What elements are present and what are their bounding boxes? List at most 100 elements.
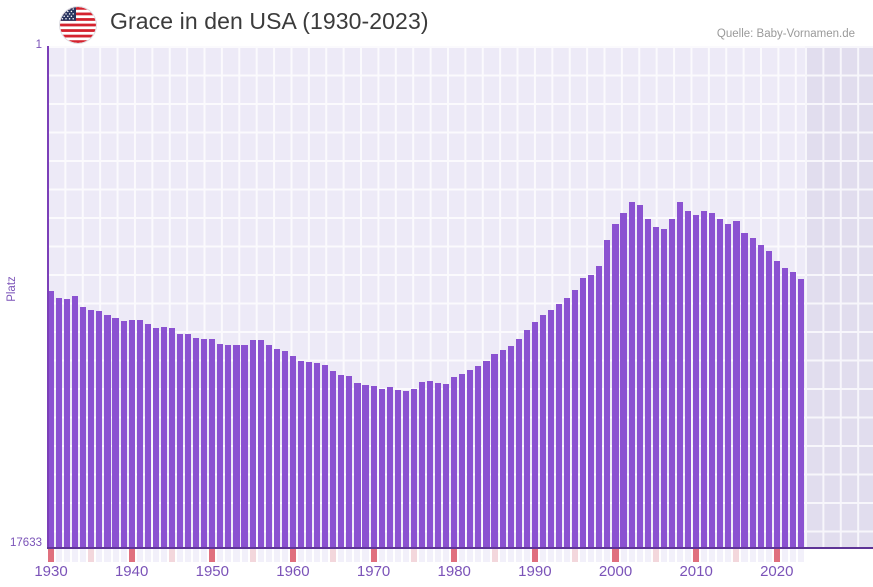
x-tick-swatch-2019: [765, 549, 772, 562]
bar-2022: [789, 272, 796, 548]
x-tick-swatch-2005: [652, 549, 659, 562]
bar-1938: [112, 317, 119, 548]
x-tick-swatch-1951: [217, 549, 224, 562]
bar-1987: [507, 346, 514, 548]
x-tick-label-2010: 2010: [679, 563, 713, 580]
x-tick-swatch-1954: [241, 549, 248, 562]
y-axis-title: Platz: [6, 276, 18, 302]
bar-2012: [709, 213, 716, 548]
bar-2013: [717, 218, 724, 548]
bar-1969: [362, 385, 369, 548]
bar-1979: [443, 384, 450, 548]
bar-1954: [241, 344, 248, 548]
bar-1976: [418, 382, 426, 548]
bar-1934: [80, 306, 87, 548]
bar-1955: [249, 340, 256, 548]
x-tick-swatch-2011: [701, 549, 708, 562]
x-axis-line: [47, 547, 873, 549]
x-tick-swatch-1942: [144, 549, 151, 562]
bar-2020: [773, 261, 780, 548]
x-tick-swatch-1976: [418, 549, 425, 562]
x-tick-swatch-1968: [354, 549, 361, 562]
bar-1971: [378, 388, 385, 548]
bar-1995: [572, 290, 579, 548]
x-tick-swatch-1931: [56, 549, 63, 562]
bar-1948: [193, 337, 200, 548]
x-tick-swatch-1984: [483, 549, 490, 562]
x-tick-swatch-1997: [588, 549, 595, 562]
x-tick-swatch-1963: [314, 549, 321, 562]
bar-2021: [781, 267, 788, 548]
bar-2017: [749, 237, 756, 548]
x-tick-swatch-1949: [201, 549, 208, 562]
bar-1983: [475, 366, 482, 548]
bar-2011: [701, 211, 708, 548]
x-tick-swatch-1953: [233, 549, 240, 562]
bar-1992: [547, 310, 555, 548]
bar-1980: [451, 377, 458, 548]
bar-2006: [660, 228, 667, 548]
x-tick-swatch-1958: [273, 549, 280, 562]
bar-1977: [426, 381, 434, 548]
x-tick-swatch-1970: [370, 549, 377, 562]
bar-2007: [668, 218, 675, 548]
x-tick-swatch-1965: [330, 549, 337, 562]
bar-1962: [306, 361, 313, 548]
bar-1956: [257, 339, 264, 548]
bar-1988: [515, 339, 522, 548]
x-tick-swatch-1962: [306, 549, 313, 562]
x-tick-swatch-1975: [410, 549, 417, 562]
x-tick-swatch-1982: [467, 549, 474, 562]
bar-2014: [725, 223, 732, 548]
x-tick-swatch-1941: [136, 549, 143, 562]
x-tick-swatch-1961: [297, 549, 305, 562]
x-tick-swatch-2013: [717, 549, 724, 562]
x-tick-swatch-1934: [80, 549, 87, 562]
x-tick-swatch-2010: [693, 549, 700, 562]
bar-2003: [636, 204, 643, 548]
bar-1984: [483, 360, 490, 548]
x-tick-swatch-1955: [249, 549, 256, 562]
bar-1964: [322, 364, 329, 548]
x-tick-swatch-2015: [733, 549, 740, 562]
x-tick-swatch-1996: [580, 549, 587, 562]
x-tick-swatch-1990: [531, 549, 538, 562]
bar-1970: [370, 385, 377, 548]
x-tick-swatch-1974: [402, 549, 409, 562]
page-title: Grace in den USA (1930-2023): [110, 8, 429, 34]
bar-2019: [765, 250, 772, 548]
x-tick-swatch-1979: [443, 549, 450, 562]
bar-1937: [104, 315, 111, 548]
bar-2000: [612, 223, 619, 548]
bar-1986: [499, 349, 506, 548]
bar-2015: [733, 220, 740, 548]
bar-1999: [604, 240, 611, 548]
x-tick-swatch-2014: [725, 549, 732, 562]
x-tick-swatch-2007: [668, 549, 675, 562]
bar-1939: [120, 321, 127, 548]
x-tick-swatch-2006: [660, 549, 667, 562]
x-tick-swatch-1948: [193, 549, 200, 562]
x-tick-swatch-2012: [709, 549, 716, 562]
bar-1952: [225, 344, 232, 548]
x-tick-swatch-1943: [152, 549, 159, 562]
bar-1994: [564, 297, 571, 548]
y-axis-line: [47, 46, 49, 548]
x-tick-swatch-1999: [604, 549, 611, 562]
bar-2004: [644, 218, 651, 548]
x-tick-swatch-1991: [539, 549, 546, 562]
bar-1990: [531, 322, 538, 548]
x-tick-label-1980: 1980: [437, 563, 471, 580]
x-tick-swatch-2020: [773, 549, 780, 562]
bar-1989: [523, 329, 530, 548]
source-attribution: Quelle: Baby-Vornamen.de: [716, 28, 855, 40]
bar-1975: [410, 388, 417, 548]
x-tick-label-1960: 1960: [276, 563, 310, 580]
x-tick-label-2020: 2020: [760, 563, 794, 580]
x-tick-swatch-1950: [209, 549, 216, 562]
x-tick-swatch-2023: [797, 549, 804, 562]
x-tick-swatch-2022: [789, 549, 796, 562]
bar-1932: [64, 299, 71, 548]
bar-1933: [72, 296, 79, 548]
bar-1972: [386, 386, 393, 548]
